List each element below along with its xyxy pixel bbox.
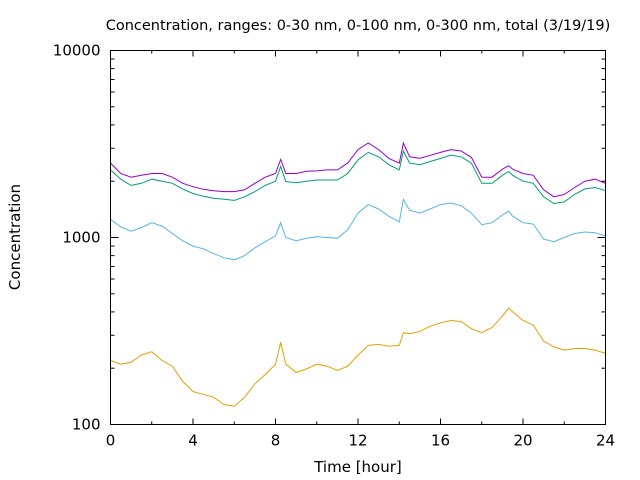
y-tick-label: 1000 [62, 229, 100, 247]
x-tick-label: 24 [596, 432, 615, 450]
x-axis-label: Time [hour] [313, 458, 402, 476]
x-tick-label: 20 [513, 432, 532, 450]
x-tick-label: 16 [431, 432, 450, 450]
plot-frame [110, 50, 606, 425]
chart-title: Concentration, ranges: 0-30 nm, 0-100 nm… [106, 18, 611, 34]
y-axis-label: Concentration [6, 184, 24, 290]
series-layer [110, 141, 606, 407]
y-tick-label: 10000 [53, 42, 101, 60]
x-tick-label: 8 [271, 432, 281, 450]
x-tick-label: 4 [188, 432, 198, 450]
x-tick-label: 12 [348, 432, 367, 450]
y-tick-label: 100 [72, 416, 101, 434]
series-line-2 [110, 197, 606, 261]
series-line-4 [110, 141, 606, 198]
tick-layer: 0 4 8 12 16 20 24 100 1000 10000 [53, 42, 615, 450]
series-line-1 [110, 307, 606, 407]
series-line-3 [110, 149, 606, 205]
x-tick-label: 0 [106, 432, 116, 450]
